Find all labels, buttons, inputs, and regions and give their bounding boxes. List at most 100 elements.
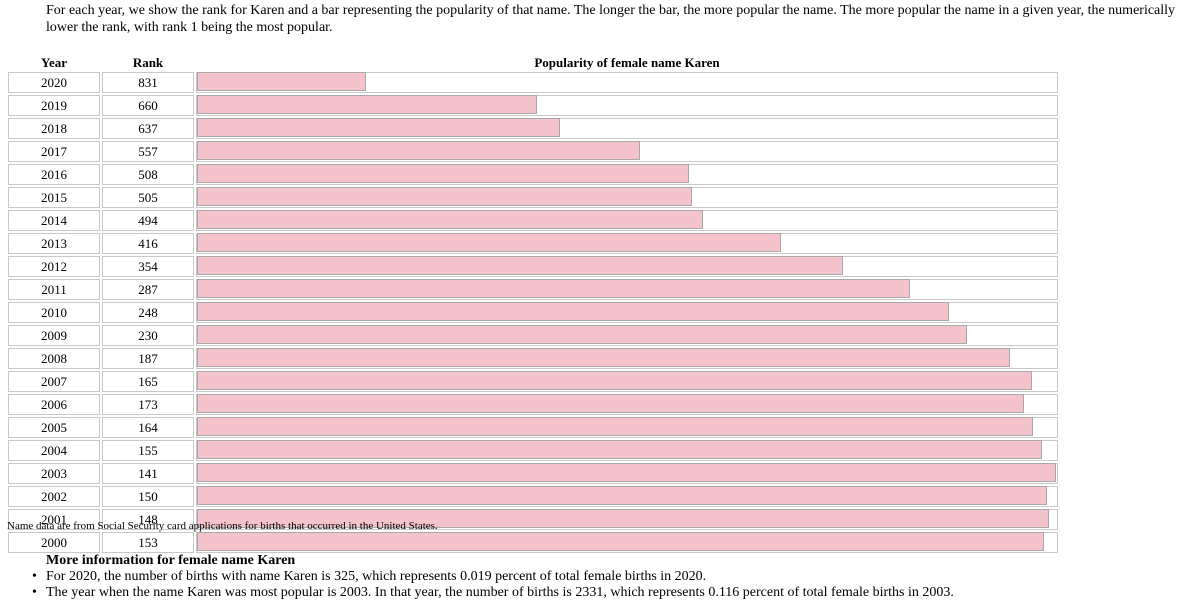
bar-cell bbox=[196, 256, 1058, 277]
bar-cell bbox=[196, 95, 1058, 116]
header-row: Year Rank Popularity of female name Kare… bbox=[8, 54, 1058, 70]
popularity-bar bbox=[197, 302, 949, 321]
year-cell: 2008 bbox=[8, 348, 100, 369]
table-row: 2018 637 bbox=[8, 118, 1058, 139]
year-cell: 2014 bbox=[8, 210, 100, 231]
table-row: 2000 153 bbox=[8, 532, 1058, 553]
table-row: 2001 148 bbox=[8, 509, 1058, 530]
fact-item: • The year when the name Karen was most p… bbox=[32, 585, 954, 601]
year-cell: 2009 bbox=[8, 325, 100, 346]
rank-cell: 248 bbox=[102, 302, 194, 323]
rank-cell: 508 bbox=[102, 164, 194, 185]
bar-cell bbox=[196, 509, 1058, 530]
popularity-bar bbox=[197, 394, 1024, 413]
facts-list: • For 2020, the number of births with nam… bbox=[32, 569, 954, 601]
bullet-icon: • bbox=[32, 585, 37, 600]
year-cell: 2000 bbox=[8, 532, 100, 553]
year-cell: 2016 bbox=[8, 164, 100, 185]
popularity-bar bbox=[197, 532, 1044, 551]
bar-cell bbox=[196, 279, 1058, 300]
popularity-bar bbox=[197, 463, 1056, 482]
bar-cell bbox=[196, 72, 1058, 93]
year-cell: 2020 bbox=[8, 72, 100, 93]
popularity-bar bbox=[197, 164, 689, 183]
popularity-bar bbox=[197, 233, 781, 252]
table-row: 2015 505 bbox=[8, 187, 1058, 208]
rank-cell: 416 bbox=[102, 233, 194, 254]
popularity-bar bbox=[197, 279, 910, 298]
table-row: 2010 248 bbox=[8, 302, 1058, 323]
year-cell: 2010 bbox=[8, 302, 100, 323]
year-header: Year bbox=[41, 54, 67, 70]
bar-cell bbox=[196, 532, 1058, 553]
popularity-bar bbox=[197, 141, 640, 160]
popularity-bar bbox=[197, 371, 1032, 390]
rank-cell: 173 bbox=[102, 394, 194, 415]
more-info-title: More information for female name Karen bbox=[46, 553, 296, 568]
bar-cell bbox=[196, 164, 1058, 185]
year-cell: 2017 bbox=[8, 141, 100, 162]
rank-cell: 230 bbox=[102, 325, 194, 346]
bar-cell bbox=[196, 371, 1058, 392]
rank-cell: 155 bbox=[102, 440, 194, 461]
bar-cell bbox=[196, 141, 1058, 162]
bar-cell bbox=[196, 463, 1058, 484]
fact-item: • For 2020, the number of births with nam… bbox=[32, 569, 954, 585]
table-row: 2004 155 bbox=[8, 440, 1058, 461]
table-row: 2008 187 bbox=[8, 348, 1058, 369]
rank-cell: 287 bbox=[102, 279, 194, 300]
rank-cell: 494 bbox=[102, 210, 194, 231]
rank-cell: 505 bbox=[102, 187, 194, 208]
popularity-table: Year Rank Popularity of female name Kare… bbox=[6, 52, 1060, 555]
year-cell: 2011 bbox=[8, 279, 100, 300]
bar-cell bbox=[196, 348, 1058, 369]
year-cell: 2013 bbox=[8, 233, 100, 254]
bar-cell bbox=[196, 486, 1058, 507]
year-cell: 2004 bbox=[8, 440, 100, 461]
bar-cell bbox=[196, 325, 1058, 346]
popularity-header: Popularity of female name Karen bbox=[534, 54, 720, 70]
rank-cell: 148 bbox=[102, 509, 194, 530]
bar-cell bbox=[196, 394, 1058, 415]
table-row: 2020 831 bbox=[8, 72, 1058, 93]
year-cell: 2018 bbox=[8, 118, 100, 139]
table-row: 2003 141 bbox=[8, 463, 1058, 484]
rank-cell: 153 bbox=[102, 532, 194, 553]
year-cell: 2005 bbox=[8, 417, 100, 438]
table-row: 2013 416 bbox=[8, 233, 1058, 254]
year-cell: 2015 bbox=[8, 187, 100, 208]
fact-text: The year when the name Karen was most po… bbox=[46, 585, 954, 600]
year-cell: 2001 bbox=[8, 509, 100, 530]
year-cell: 2012 bbox=[8, 256, 100, 277]
table-row: 2002 150 bbox=[8, 486, 1058, 507]
rank-cell: 141 bbox=[102, 463, 194, 484]
rank-cell: 164 bbox=[102, 417, 194, 438]
year-cell: 2002 bbox=[8, 486, 100, 507]
year-cell: 2019 bbox=[8, 95, 100, 116]
bar-cell bbox=[196, 417, 1058, 438]
fact-text: For 2020, the number of births with name… bbox=[46, 569, 707, 584]
bar-cell bbox=[196, 118, 1058, 139]
table-row: 2019 660 bbox=[8, 95, 1058, 116]
table-row: 2005 164 bbox=[8, 417, 1058, 438]
bar-cell bbox=[196, 440, 1058, 461]
popularity-bar bbox=[197, 486, 1047, 505]
rank-cell: 660 bbox=[102, 95, 194, 116]
table-row: 2016 508 bbox=[8, 164, 1058, 185]
bar-cell bbox=[196, 233, 1058, 254]
source-note: Name data are from Social Security card … bbox=[7, 520, 438, 532]
rank-cell: 637 bbox=[102, 118, 194, 139]
rank-cell: 557 bbox=[102, 141, 194, 162]
popularity-bar bbox=[197, 440, 1042, 459]
table-body: 2020 831 2019 660 2018 637 2017 557 2016 508 2015 5… bbox=[8, 72, 1058, 553]
table-row: 2006 173 bbox=[8, 394, 1058, 415]
table-row: 2017 557 bbox=[8, 141, 1058, 162]
bar-cell bbox=[196, 187, 1058, 208]
table-row: 2014 494 bbox=[8, 210, 1058, 231]
intro-text: For each year, we show the rank for Kare… bbox=[46, 3, 1176, 35]
popularity-bar bbox=[197, 187, 692, 206]
table-row: 2007 165 bbox=[8, 371, 1058, 392]
popularity-bar bbox=[197, 325, 967, 344]
table-row: 2011 287 bbox=[8, 279, 1058, 300]
table-row: 2009 230 bbox=[8, 325, 1058, 346]
